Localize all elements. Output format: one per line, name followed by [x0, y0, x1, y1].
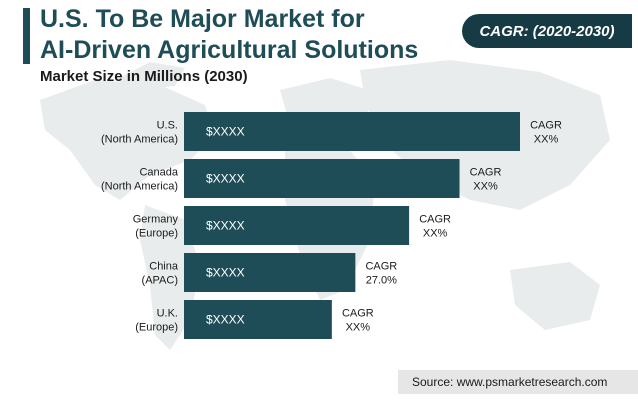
cagr-period-badge: CAGR: (2020-2030): [462, 14, 632, 48]
cagr-label-2-title: CAGR: [419, 214, 451, 226]
cagr-label-0-title: CAGR: [530, 120, 562, 132]
source-note: Source: www.psmarketresearch.com: [398, 370, 638, 394]
title-accent-bar: [23, 8, 30, 64]
chart-title-line-1: U.S. To Be Major Market for: [40, 5, 365, 33]
category-label-1-region: (North America): [101, 181, 178, 193]
category-label-1-name: Canada: [139, 167, 178, 179]
category-label-0-name: U.S.: [157, 120, 178, 132]
bar-0: [184, 112, 520, 151]
cagr-label-1-value: XX%: [473, 181, 498, 193]
category-label-4-name: U.K.: [157, 308, 178, 320]
category-label-4-region: (Europe): [135, 322, 178, 334]
chart-title: U.S. To Be Major Market for AI-Driven Ag…: [40, 4, 418, 66]
bar-2: [184, 206, 410, 245]
cagr-label-4-value: XX%: [346, 322, 371, 334]
value-label-3: $XXXX: [206, 266, 245, 280]
value-label-0: $XXXX: [206, 125, 245, 139]
cagr-label-3-value: 27.0%: [366, 275, 397, 287]
category-label-3-region: (APAC): [142, 275, 178, 287]
cagr-label-0-value: XX%: [534, 134, 559, 146]
category-label-2-region: (Europe): [135, 228, 178, 240]
category-label-2-name: Germany: [133, 214, 179, 226]
category-label-3-name: China: [149, 261, 179, 273]
bar-3: [184, 253, 356, 292]
category-label-0-region: (North America): [101, 134, 178, 146]
cagr-label-2-value: XX%: [423, 228, 448, 240]
value-label-2: $XXXX: [206, 219, 245, 233]
value-label-1: $XXXX: [206, 172, 245, 186]
bar-4: [184, 300, 332, 339]
chart-subtitle: Market Size in Millions (2030): [40, 68, 248, 85]
cagr-label-4-title: CAGR: [342, 308, 374, 320]
chart-title-line-2: AI-Driven Agricultural Solutions: [40, 36, 419, 64]
cagr-label-3-title: CAGR: [365, 261, 397, 273]
value-label-4: $XXXX: [206, 313, 245, 327]
bar-1: [184, 159, 460, 198]
cagr-label-1-title: CAGR: [470, 167, 502, 179]
